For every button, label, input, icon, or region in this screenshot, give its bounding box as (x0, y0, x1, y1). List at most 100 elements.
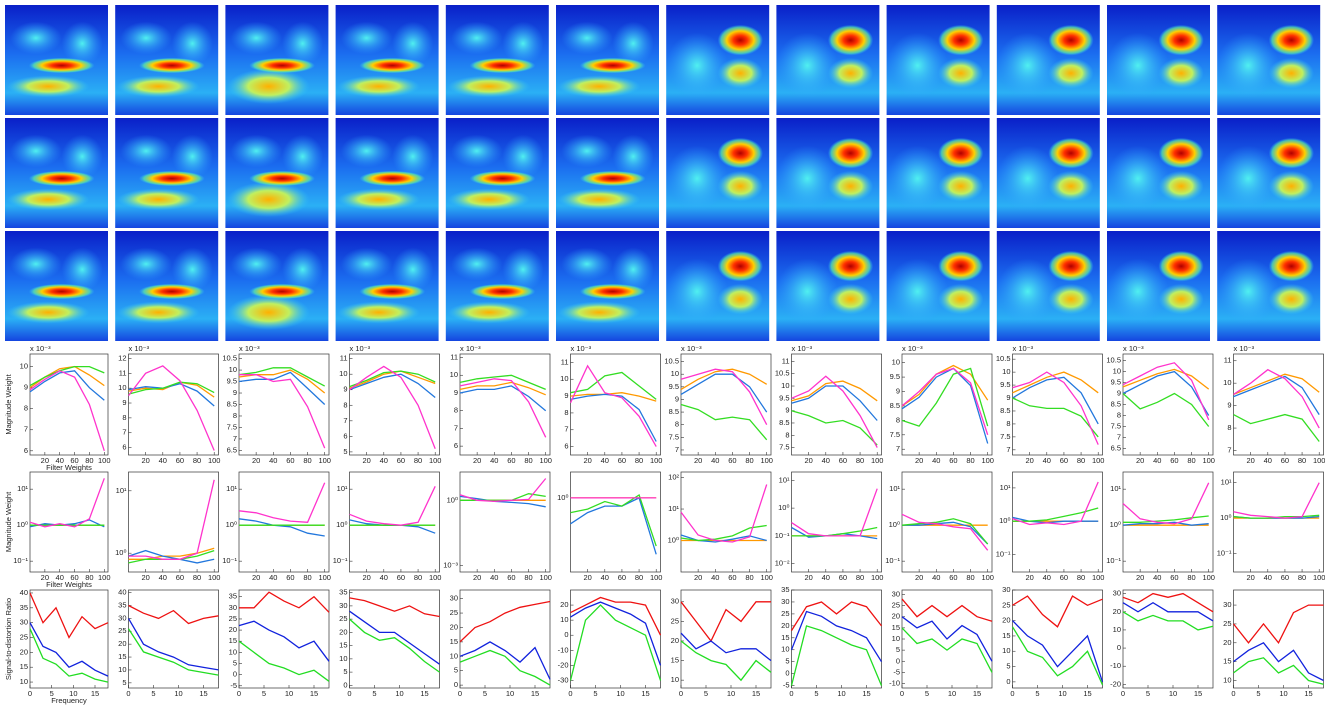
x-tick-label: 60 (397, 573, 405, 582)
y-tick-label: 9 (675, 394, 679, 403)
y-tick-label: 10.5 (996, 354, 1011, 363)
blob (558, 301, 640, 323)
x-tick-label: 20 (1025, 573, 1033, 582)
y-tick-label: 15 (1223, 657, 1231, 666)
y-tick-label: 9 (122, 398, 126, 407)
blob (338, 188, 420, 210)
x-tick-label: 80 (524, 573, 532, 582)
spectrogram (446, 118, 549, 228)
y-tick-label: 8 (1227, 423, 1231, 432)
plot-frame (792, 472, 882, 572)
blob (938, 171, 983, 202)
blob (1269, 58, 1314, 89)
y-tick-label: 8.5 (1000, 406, 1010, 415)
blob (1048, 284, 1093, 315)
y-tick-label: 6.5 (227, 445, 237, 454)
y-tick-label: 9 (1006, 393, 1010, 402)
x-tick-label: 40 (490, 456, 498, 465)
x-tick-label: 60 (1060, 456, 1068, 465)
blob (10, 248, 62, 281)
y-tick-label: -10 (1110, 661, 1121, 670)
blob (828, 58, 873, 89)
y-tick-label: 10¹ (668, 504, 679, 513)
x-tick-label: 15 (310, 689, 318, 698)
blob (29, 171, 95, 186)
blob (718, 138, 763, 169)
blob (1269, 284, 1314, 315)
x-tick-label: 20 (252, 456, 260, 465)
x-tick-label: 20 (362, 456, 370, 465)
y-tick-label: -10 (889, 679, 900, 688)
x-tick-label: 100 (871, 573, 884, 582)
blob (938, 251, 983, 282)
y-tick-label: 10⁻¹ (333, 556, 348, 565)
blob (139, 284, 205, 299)
spectrogram (887, 118, 990, 228)
spectrogram (1217, 5, 1320, 115)
blob (7, 75, 89, 97)
x-tick-label: 40 (1043, 456, 1051, 465)
spectrogram (225, 118, 328, 228)
y-tick-label: -5 (893, 667, 900, 676)
blob (338, 75, 420, 97)
blob (249, 284, 315, 299)
blob (448, 75, 530, 97)
blob (1048, 171, 1093, 202)
x-tick-label: 100 (429, 573, 442, 582)
axis-multiplier: x 10⁻³ (30, 344, 51, 353)
y-tick-label: 7 (564, 425, 568, 434)
x-tick-label: 20 (915, 573, 923, 582)
x-tick-label: 60 (286, 456, 294, 465)
x-tick-label: 100 (208, 573, 221, 582)
blob (120, 135, 172, 168)
y-tick-label: 10⁰ (226, 520, 237, 529)
y-tick-label: 9.5 (1111, 378, 1121, 387)
x-tick-label: 80 (745, 456, 753, 465)
y-tick-label: 8 (24, 404, 28, 413)
x-tick-label: 5 (1256, 689, 1260, 698)
blob (938, 138, 983, 169)
x-tick-label: 80 (193, 573, 201, 582)
x-tick-label: 40 (1043, 573, 1051, 582)
y-tick-label: 10¹ (779, 475, 790, 484)
y-axis-label: Magnitude Weight (4, 491, 13, 552)
blob (29, 58, 95, 73)
y-tick-label: 10⁰ (557, 493, 568, 502)
blob (1159, 284, 1204, 315)
x-tick-label: 15 (862, 689, 870, 698)
blob (828, 25, 873, 56)
y-tick-label: 7.5 (779, 443, 789, 452)
plot-frame (239, 472, 329, 572)
y-tick-label: 9 (896, 386, 900, 395)
x-tick-label: 10 (727, 689, 735, 698)
y-tick-label: 10 (560, 374, 568, 383)
y-tick-label: 8.5 (227, 399, 237, 408)
y-tick-label: 9.5 (1000, 380, 1010, 389)
spectrogram (666, 231, 769, 341)
x-tick-label: 60 (507, 456, 515, 465)
x-tick-label: 40 (490, 573, 498, 582)
y-tick-label: 10⁻² (775, 559, 790, 568)
y-tick-label: 5 (1006, 662, 1010, 671)
x-axis-label: Filter Weights (46, 463, 92, 472)
plot: -20-100102030051015 (1110, 589, 1213, 698)
x-tick-label: 40 (601, 573, 609, 582)
x-tick-label: 60 (728, 456, 736, 465)
blob (227, 182, 309, 217)
y-tick-label: 10⁻¹ (13, 556, 28, 565)
x-tick-label: 80 (745, 573, 753, 582)
y-tick-label: 25 (20, 632, 28, 641)
x-tick-label: 60 (176, 573, 184, 582)
blob (580, 284, 646, 299)
y-tick-label: 6 (564, 442, 568, 451)
plot: 10⁰10¹10²20406080100 (668, 472, 773, 582)
y-tick-label: 10.5 (1106, 356, 1121, 365)
blob (580, 171, 646, 186)
x-tick-label: 80 (1298, 456, 1306, 465)
spectrogram (666, 5, 769, 115)
y-tick-label: 9 (564, 391, 568, 400)
x-tick-label: 20 (1025, 456, 1033, 465)
plot: 10⁰20406080100 (557, 472, 662, 582)
y-tick-label: 10 (450, 370, 458, 379)
spectrogram (776, 5, 879, 115)
